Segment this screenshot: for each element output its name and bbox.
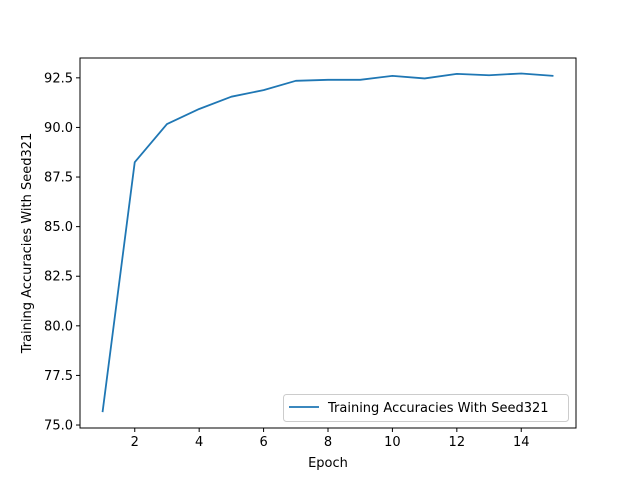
x-tick-label: 12 [449, 435, 466, 450]
x-tick-label: 6 [259, 435, 267, 450]
y-tick-label: 90.0 [44, 121, 73, 136]
x-tick-label: 4 [195, 435, 203, 450]
x-tick-label: 10 [384, 435, 401, 450]
ticks-group: 2 4 6 8 10 12 14 75.0 77.5 80.0 82.5 85.0 87.5 90.0 92… [44, 71, 529, 450]
plot-area [80, 58, 576, 428]
y-tick-label: 87.5 [44, 171, 73, 186]
series-layer [101, 72, 554, 413]
x-axis-label: Epoch [308, 456, 348, 471]
y-tick-label: 80.0 [44, 319, 73, 334]
legend-box [283, 394, 569, 422]
y-axis-label: Training Accuracies With Seed321 [20, 133, 35, 355]
y-tick-label: 85.0 [44, 220, 73, 235]
series-line [101, 72, 554, 413]
y-tick-label: 75.0 [44, 419, 73, 434]
plot-frame [79, 57, 577, 429]
y-tick-label: 92.5 [44, 71, 73, 86]
legend: Training Accuracies With Seed321 [283, 394, 569, 422]
x-tick-label: 8 [324, 435, 332, 450]
y-tick-label: 82.5 [44, 270, 73, 285]
y-tick-label: 77.5 [44, 369, 73, 384]
x-tick-label: 2 [131, 435, 139, 450]
x-tick-label: 14 [513, 435, 530, 450]
legend-label: Training Accuracies With Seed321 [327, 401, 549, 416]
